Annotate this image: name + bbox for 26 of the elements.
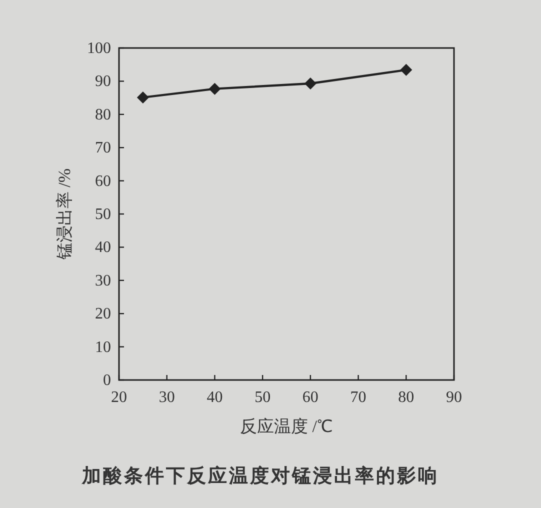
y-tick-label: 30	[95, 272, 111, 290]
y-tick-label: 50	[95, 206, 111, 223]
point	[304, 78, 316, 90]
y-tick-label: 80	[95, 106, 111, 124]
y-tick-label: 0	[103, 372, 111, 389]
x-axis-title: 反应温度 /℃	[240, 417, 333, 436]
y-tick-label: 60	[95, 172, 111, 190]
point	[400, 64, 412, 76]
x-tick-label: 30	[158, 389, 175, 406]
y-tick-label: 90	[95, 73, 111, 90]
point	[208, 82, 221, 95]
y-tick-label: 100	[87, 40, 111, 57]
x-tick-label: 60	[302, 389, 318, 406]
y-tick-label: 40	[95, 239, 111, 256]
x-tick-label: 80	[398, 389, 414, 406]
x-tick-label: 50	[254, 389, 271, 406]
y-tick-label: 20	[95, 306, 111, 323]
point	[136, 91, 149, 104]
x-tick-label: 20	[111, 389, 127, 406]
x-tick-label: 70	[350, 389, 366, 406]
text: 加酸条件下反应温度对锰浸出率的影响	[81, 465, 439, 487]
y-tick-label: 70	[95, 140, 111, 157]
y-tick-label: 10	[95, 338, 111, 356]
x-tick-label: 40	[206, 389, 223, 406]
x-tick-label: 90	[446, 389, 462, 406]
y-axis-title: 锰浸出率 /%	[55, 168, 74, 261]
